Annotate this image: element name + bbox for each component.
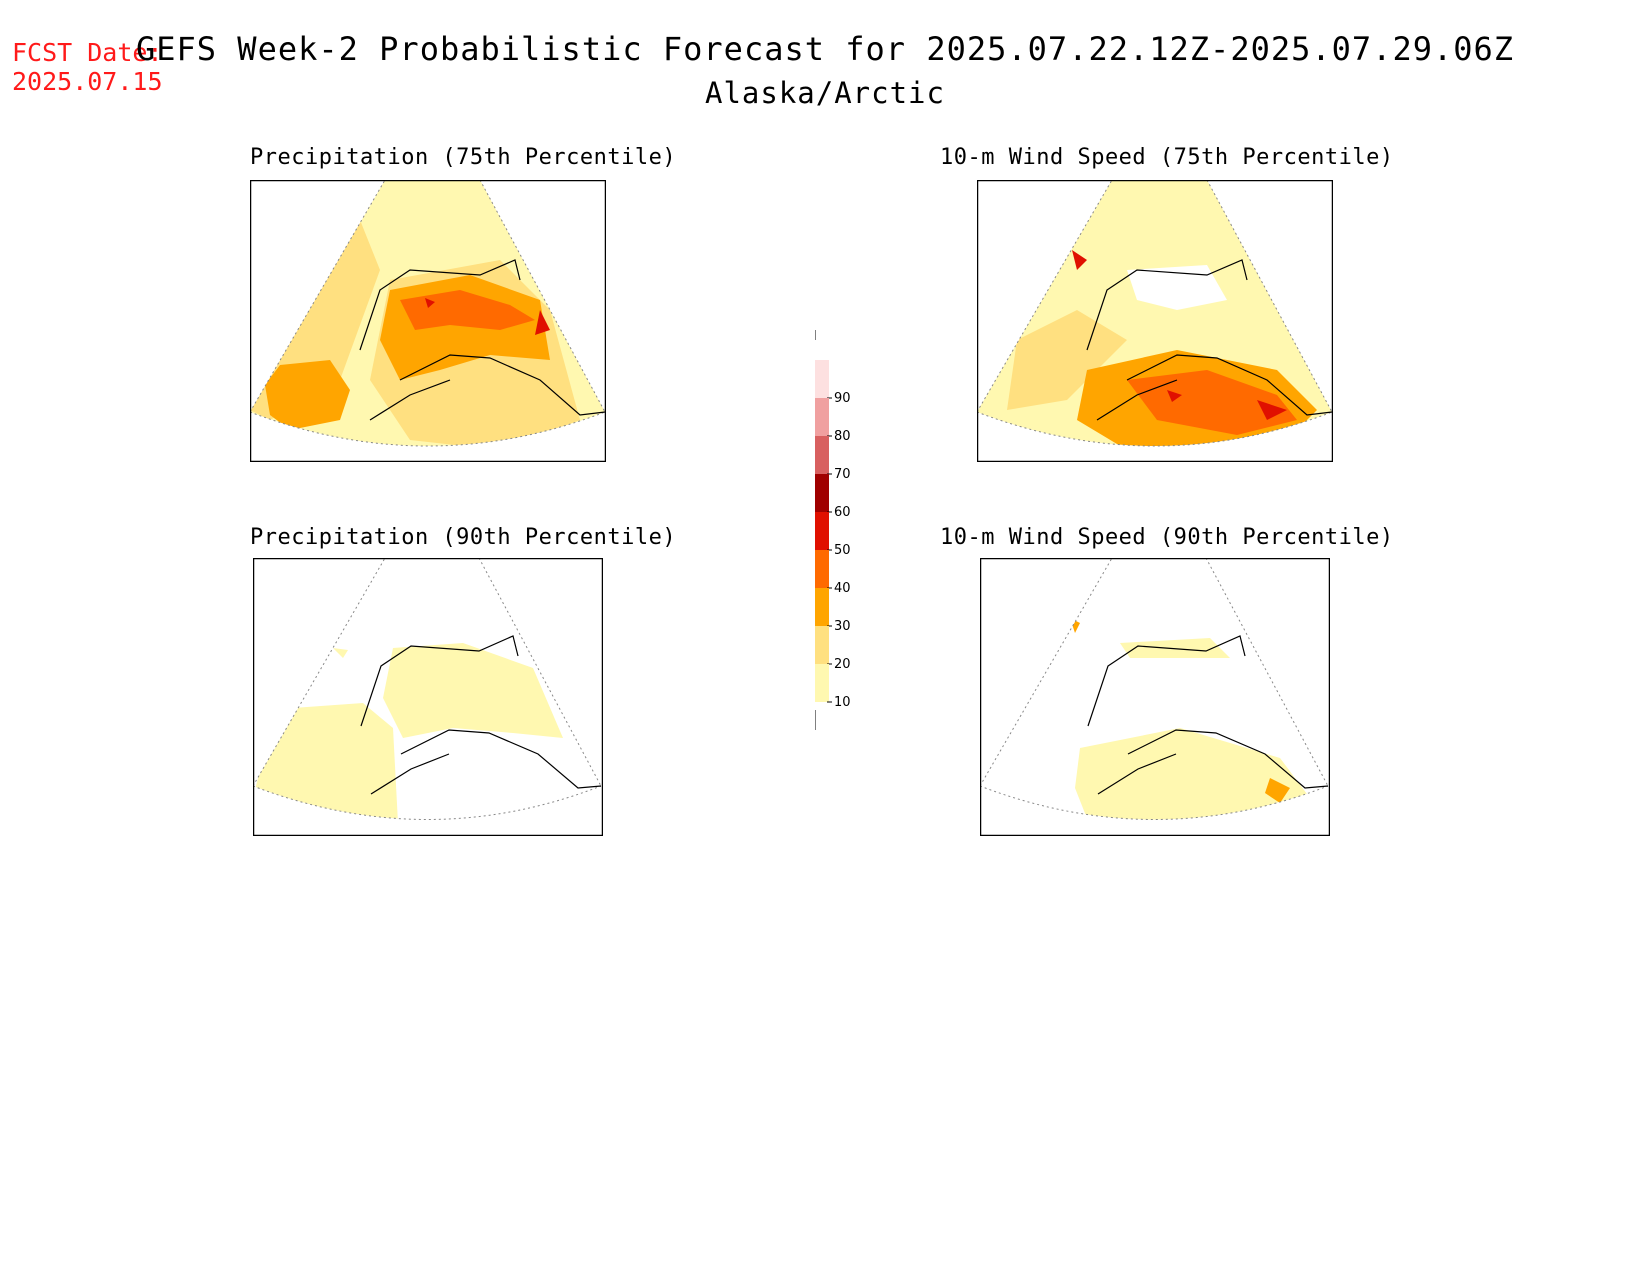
fcst-date-value: 2025.07.15 <box>12 67 163 96</box>
colorbar-label: 80 <box>834 429 851 444</box>
map-wind-90 <box>980 558 1330 836</box>
map-precip-90 <box>253 558 603 836</box>
colorbar-label: 40 <box>834 581 851 596</box>
colorbar-box <box>815 550 829 588</box>
colorbar-box <box>815 436 829 474</box>
fcst-label-text: FCST Date: <box>12 38 163 67</box>
colorbar-box <box>815 474 829 512</box>
probability-colorbar: 90 80 70 60 50 40 30 20 10 <box>815 330 851 730</box>
colorbar-label: 50 <box>834 543 851 558</box>
colorbar-box <box>815 626 829 664</box>
colorbar-label: 30 <box>834 619 851 634</box>
colorbar-box <box>815 588 829 626</box>
colorbar-label: 10 <box>834 695 851 710</box>
page-subtitle: Alaska/Arctic <box>705 76 945 110</box>
colorbar-label: 60 <box>834 505 851 520</box>
page-title: GEFS Week-2 Probabilistic Forecast for 2… <box>135 30 1515 68</box>
colorbar-box <box>815 360 829 398</box>
colorbar-label: 20 <box>834 657 851 672</box>
panel-title-wind-75: 10-m Wind Speed (75th Percentile) <box>940 145 1394 170</box>
map-wind-75 <box>977 180 1333 462</box>
panel-title-precip-75: Precipitation (75th Percentile) <box>250 145 677 170</box>
colorbar-label: 90 <box>834 391 851 406</box>
colorbar-box <box>815 664 829 702</box>
panel-title-precip-90: Precipitation (90th Percentile) <box>250 525 677 550</box>
colorbar-box <box>815 512 829 550</box>
colorbar-label: 70 <box>834 467 851 482</box>
panel-title-wind-90: 10-m Wind Speed (90th Percentile) <box>940 525 1394 550</box>
map-precip-75 <box>250 180 606 462</box>
colorbar-box <box>815 398 829 436</box>
forecast-date-label: FCST Date: 2025.07.15 <box>12 38 163 96</box>
